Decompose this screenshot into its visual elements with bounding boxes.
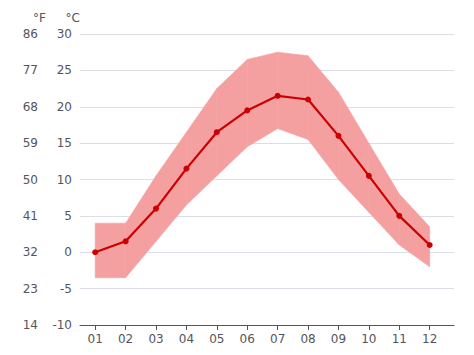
svg-text:30: 30 xyxy=(57,27,72,41)
svg-text:15: 15 xyxy=(57,136,72,150)
svg-text:10: 10 xyxy=(57,173,72,187)
svg-text:01: 01 xyxy=(88,332,103,346)
svg-text:68: 68 xyxy=(23,100,38,114)
svg-text:03: 03 xyxy=(148,332,163,346)
svg-text:°F: °F xyxy=(33,11,46,25)
svg-text:-10: -10 xyxy=(52,318,72,332)
svg-text:10: 10 xyxy=(361,332,376,346)
svg-text:41: 41 xyxy=(23,209,38,223)
svg-text:86: 86 xyxy=(23,27,38,41)
svg-text:77: 77 xyxy=(23,63,38,77)
svg-text:12: 12 xyxy=(422,332,437,346)
svg-text:23: 23 xyxy=(23,282,38,296)
svg-text:32: 32 xyxy=(23,245,38,259)
svg-text:09: 09 xyxy=(331,332,346,346)
svg-text:05: 05 xyxy=(209,332,224,346)
svg-text:25: 25 xyxy=(57,63,72,77)
svg-text:5: 5 xyxy=(64,209,72,223)
svg-text:°C: °C xyxy=(66,11,80,25)
svg-text:50: 50 xyxy=(23,173,38,187)
svg-text:06: 06 xyxy=(240,332,255,346)
svg-text:11: 11 xyxy=(392,332,407,346)
svg-text:08: 08 xyxy=(300,332,315,346)
svg-text:07: 07 xyxy=(270,332,285,346)
svg-text:20: 20 xyxy=(57,100,72,114)
svg-text:14: 14 xyxy=(23,318,38,332)
svg-text:02: 02 xyxy=(118,332,133,346)
svg-text:-5: -5 xyxy=(60,282,72,296)
svg-text:59: 59 xyxy=(23,136,38,150)
svg-text:0: 0 xyxy=(64,245,72,259)
svg-text:04: 04 xyxy=(179,332,194,346)
